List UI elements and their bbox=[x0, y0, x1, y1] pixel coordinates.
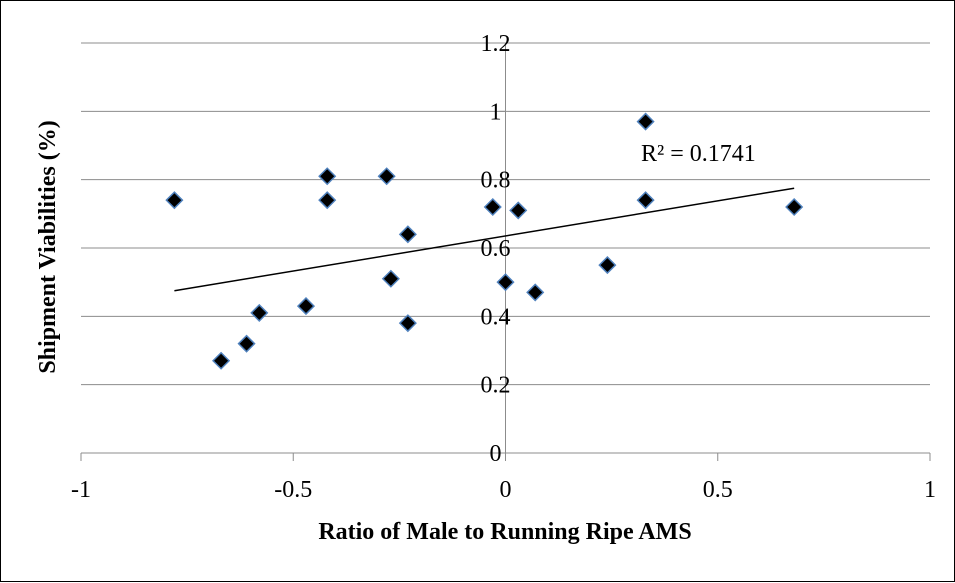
y-tick-label-6: 1.2 bbox=[481, 31, 511, 57]
y-axis-title: Shipment Viabilities (%) bbox=[35, 120, 61, 373]
data-point-12 bbox=[496, 273, 515, 292]
data-point-10 bbox=[398, 314, 417, 333]
data-point-1 bbox=[212, 351, 231, 370]
y-tick-label-2: 0.4 bbox=[481, 304, 511, 330]
data-point-17 bbox=[636, 112, 655, 131]
data-point-16 bbox=[636, 191, 655, 210]
x-axis-title: Ratio of Male to Running Ripe AMS bbox=[318, 519, 691, 545]
data-point-9 bbox=[398, 225, 417, 244]
r-squared-annotation: R² = 0.1741 bbox=[641, 141, 756, 167]
x-tick-label-1: -0.5 bbox=[274, 477, 312, 503]
x-tick-label-3: 0.5 bbox=[703, 477, 733, 503]
data-point-3 bbox=[250, 303, 269, 322]
y-tick-label-5: 1 bbox=[490, 99, 502, 125]
data-point-6 bbox=[318, 191, 337, 210]
y-tick-label-3: 0.6 bbox=[481, 236, 511, 262]
data-point-15 bbox=[598, 256, 617, 275]
y-tick-label-4: 0.8 bbox=[481, 168, 511, 194]
x-tick-label-0: -1 bbox=[71, 477, 91, 503]
data-point-8 bbox=[381, 269, 400, 288]
data-point-7 bbox=[377, 167, 396, 186]
data-point-5 bbox=[318, 167, 337, 186]
x-tick-label-2: 0 bbox=[500, 477, 512, 503]
y-tick-label-1: 0.2 bbox=[481, 373, 511, 399]
trendline bbox=[174, 187, 795, 292]
x-tick-label-4: 1 bbox=[924, 477, 936, 503]
data-point-4 bbox=[296, 297, 316, 316]
data-point-2 bbox=[237, 334, 256, 353]
data-point-18 bbox=[785, 197, 804, 217]
data-point-11 bbox=[483, 197, 502, 217]
data-point-0 bbox=[165, 191, 184, 210]
data-points bbox=[165, 112, 804, 370]
y-tick-label-0: 0 bbox=[490, 441, 502, 467]
data-point-14 bbox=[526, 283, 545, 302]
tick-labels: 0 0.2 0.4 0.6 0.8 1 1.2 -1 -0.5 0 0.5 1 bbox=[71, 31, 936, 503]
axes bbox=[80, 42, 931, 461]
data-point-13 bbox=[509, 201, 528, 220]
trendline-layer bbox=[174, 187, 795, 292]
